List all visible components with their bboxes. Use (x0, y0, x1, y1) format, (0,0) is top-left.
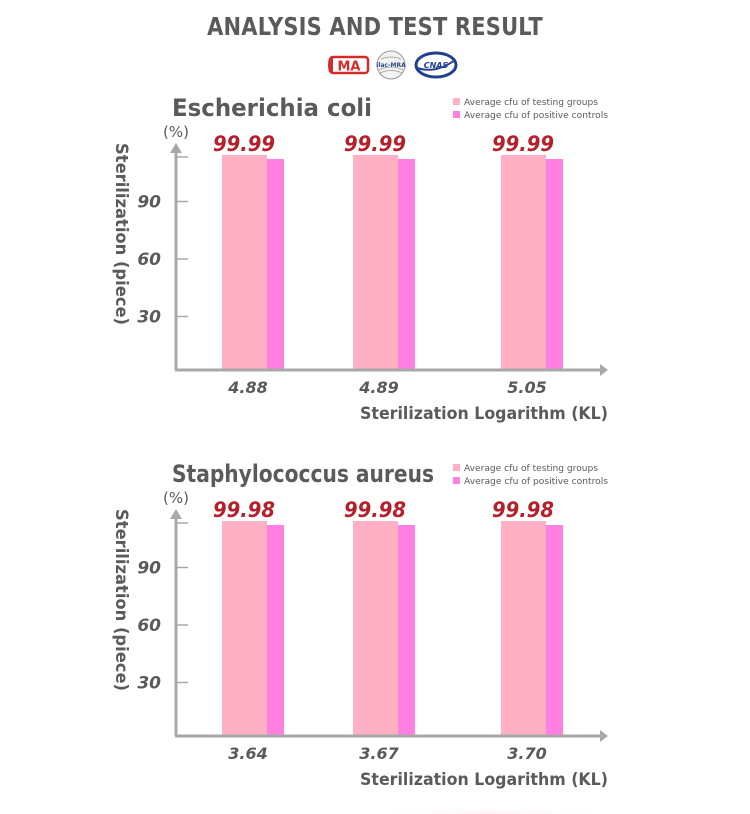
y-axis-label: Sterilization (piece) (111, 509, 131, 691)
chart-title: Staphylococcus aureus (172, 460, 434, 488)
decorative-glow (370, 806, 610, 814)
y-tick-label: 90 (137, 193, 161, 213)
data-label: 99.99 (344, 132, 406, 156)
y-axis-unit: (%) (163, 489, 189, 507)
y-tick-label: 60 (137, 616, 161, 636)
y-axis-label: Sterilization (piece) (111, 143, 131, 325)
cma-logo: MA (328, 55, 370, 75)
legend-label-1: Average cfu of positive controls (464, 477, 608, 487)
cnas-logo: CNAS (414, 51, 458, 79)
y-tick-label: 30 (137, 308, 161, 328)
legend-label-0: Average cfu of testing groups (464, 98, 598, 108)
legend-label-1: Average cfu of positive controls (464, 111, 608, 121)
legend-label-0: Average cfu of testing groups (464, 464, 598, 474)
y-tick-label: 30 (137, 674, 161, 694)
bar-control (546, 525, 563, 735)
x-tick-label: 3.67 (359, 744, 399, 763)
svg-text:MA: MA (338, 60, 361, 75)
bar-control (267, 525, 284, 735)
legend: Average cfu of testing groups Average cfu… (453, 98, 608, 121)
bar-testing (501, 155, 546, 369)
x-tick-label: 3.64 (228, 744, 267, 763)
data-label: 99.98 (344, 498, 406, 522)
legend: Average cfu of testing groups Average cfu… (453, 464, 608, 487)
legend-swatch-1 (453, 111, 460, 118)
chart-escherichia-coli: Escherichia coli Average cfu of testing g… (111, 94, 608, 424)
bar-testing (501, 521, 546, 735)
x-tick-label: 4.89 (358, 378, 398, 397)
svg-text:CNAS: CNAS (424, 61, 449, 70)
bar-testing (222, 521, 267, 735)
chart-staphylococcus-aureus: Staphylococcus aureus Average cfu of test… (111, 460, 608, 790)
bar-testing (222, 155, 267, 369)
x-axis-arrow (600, 364, 608, 376)
certification-logos: MA ilac-MRA CNAS (325, 50, 465, 80)
ilac-mra-logo: ilac-MRA (376, 50, 406, 80)
data-label: 99.99 (492, 132, 554, 156)
y-axis-unit: (%) (163, 123, 189, 141)
data-label: 99.98 (492, 498, 554, 522)
x-axis-label: Sterilization Logarithm (KL) (360, 770, 608, 790)
bar-testing (353, 155, 398, 369)
page-title: ANALYSIS AND TEST RESULT (207, 12, 543, 41)
x-axis-arrow (600, 730, 608, 742)
data-label: 99.98 (213, 498, 275, 522)
chart-title: Escherichia coli (172, 94, 372, 122)
svg-text:ilac-MRA: ilac-MRA (376, 62, 406, 69)
x-axis-label: Sterilization Logarithm (KL) (360, 404, 608, 424)
x-tick-label: 5.05 (507, 378, 546, 397)
bar-control (546, 159, 563, 369)
y-tick-label: 90 (137, 559, 161, 579)
legend-swatch-1 (453, 477, 460, 484)
bar-control (398, 525, 415, 735)
bar-control (267, 159, 284, 369)
x-tick-label: 4.88 (227, 378, 267, 397)
bar-control (398, 159, 415, 369)
y-tick-label: 60 (137, 250, 161, 270)
data-label: 99.99 (213, 132, 275, 156)
legend-swatch-0 (453, 464, 460, 471)
y-axis-arrow (170, 509, 182, 519)
y-axis-arrow (170, 143, 182, 153)
legend-swatch-0 (453, 98, 460, 105)
bar-testing (353, 521, 398, 735)
x-tick-label: 3.70 (507, 744, 546, 763)
